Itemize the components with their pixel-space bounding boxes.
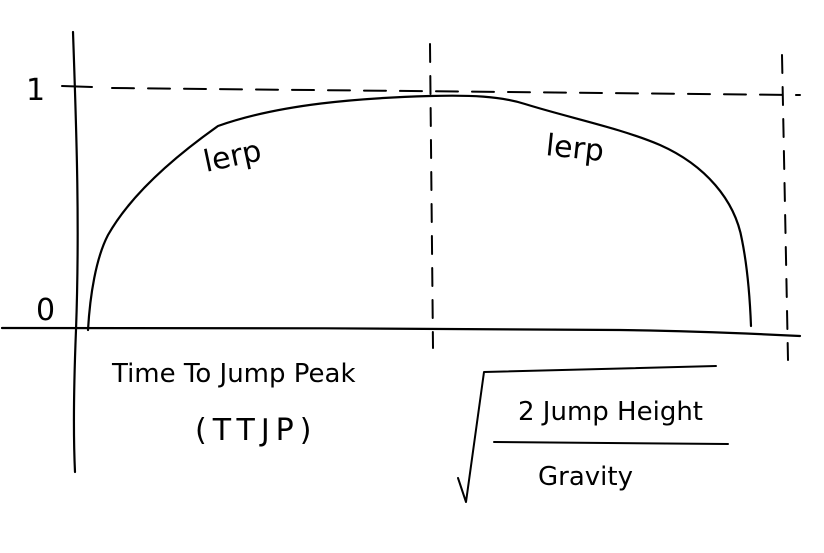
jump-curve [86, 94, 753, 332]
dashed-line-one [111, 87, 801, 96]
y-tick-mark [61, 85, 93, 88]
segment-label-right: lerp [544, 128, 606, 169]
y-tick-label-top: 1 [26, 73, 45, 108]
dashed-line-end [781, 54, 789, 361]
x-axis [0, 326, 802, 338]
sqrt-sign [457, 365, 717, 503]
x-label-line2: (TTJP) [195, 413, 317, 448]
x-label-line1: Time To Jump Peak [111, 359, 356, 389]
y-tick-label-bottom: 0 [36, 293, 55, 328]
dashed-line-peak [429, 43, 434, 349]
segment-label-left: lerp [200, 133, 264, 179]
formula-denominator: Gravity [538, 462, 633, 492]
y-axis [71, 30, 79, 474]
fraction-bar [493, 441, 729, 445]
formula-numerator: 2 Jump Height [518, 397, 703, 427]
